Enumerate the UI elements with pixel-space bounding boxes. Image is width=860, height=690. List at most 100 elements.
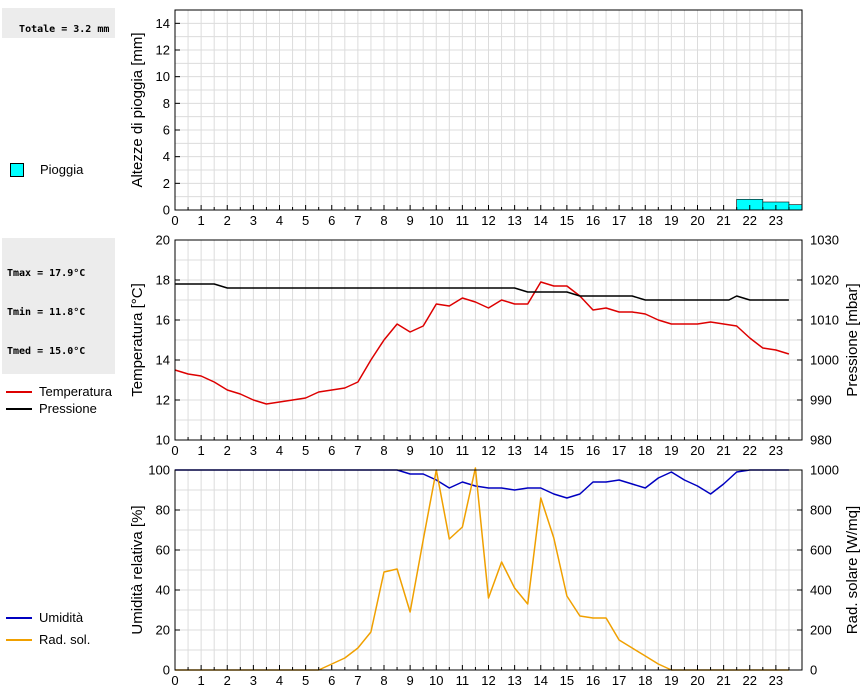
rain-bar bbox=[788, 204, 803, 211]
y-tick-label: 100 bbox=[148, 463, 170, 478]
x-tick-label: 0 bbox=[171, 673, 178, 688]
y2-tick-label: 800 bbox=[810, 503, 832, 518]
x-tick-label: 13 bbox=[507, 213, 521, 228]
tmin-text: Tmin = 11.8°C bbox=[7, 307, 86, 318]
y2-tick-label: 400 bbox=[810, 583, 832, 598]
x-tick-label: 19 bbox=[664, 213, 678, 228]
tmax-text: Tmax = 17.9°C bbox=[7, 268, 86, 279]
x-tick-label: 1 bbox=[198, 213, 205, 228]
y2-tick-label: 1010 bbox=[810, 313, 839, 328]
y2-tick-label: 200 bbox=[810, 623, 832, 638]
y-tick-label: 20 bbox=[156, 233, 170, 248]
y2-axis-label: Rad. solare [W/mq] bbox=[844, 506, 860, 634]
y-tick-label: 10 bbox=[156, 433, 170, 448]
x-tick-label: 7 bbox=[354, 673, 361, 688]
x-tick-label: 4 bbox=[276, 213, 283, 228]
x-tick-label: 1 bbox=[198, 443, 205, 458]
x-tick-label: 16 bbox=[586, 213, 600, 228]
legend-humidity: Umidità bbox=[6, 610, 83, 625]
y-tick-label: 12 bbox=[156, 43, 170, 58]
y-tick-label: 4 bbox=[163, 149, 170, 164]
x-tick-label: 21 bbox=[716, 213, 730, 228]
x-tick-label: 22 bbox=[743, 673, 757, 688]
x-tick-label: 8 bbox=[380, 673, 387, 688]
x-tick-label: 2 bbox=[224, 443, 231, 458]
x-tick-label: 20 bbox=[690, 213, 704, 228]
x-tick-label: 17 bbox=[612, 443, 626, 458]
x-tick-label: 20 bbox=[690, 443, 704, 458]
x-tick-label: 3 bbox=[250, 673, 257, 688]
y-axis-label: Temperatura [°C] bbox=[129, 283, 146, 397]
rain-swatch bbox=[10, 162, 24, 177]
x-tick-label: 9 bbox=[407, 213, 414, 228]
x-tick-label: 21 bbox=[716, 443, 730, 458]
x-tick-label: 23 bbox=[769, 443, 783, 458]
x-tick-label: 23 bbox=[769, 213, 783, 228]
y-tick-label: 40 bbox=[156, 583, 170, 598]
x-tick-label: 5 bbox=[302, 673, 309, 688]
x-tick-label: 10 bbox=[429, 213, 443, 228]
x-tick-label: 0 bbox=[171, 443, 178, 458]
x-tick-label: 11 bbox=[456, 443, 470, 458]
pressure-line-swatch bbox=[6, 407, 32, 410]
y2-tick-label: 980 bbox=[810, 433, 832, 448]
legend-pressure: Pressione bbox=[6, 401, 97, 416]
x-tick-label: 14 bbox=[534, 443, 548, 458]
x-tick-label: 1 bbox=[198, 673, 205, 688]
y-tick-label: 80 bbox=[156, 503, 170, 518]
pressure-line bbox=[175, 283, 789, 301]
x-tick-label: 2 bbox=[224, 213, 231, 228]
y-tick-label: 18 bbox=[156, 273, 170, 288]
y-tick-label: 14 bbox=[156, 16, 170, 31]
x-tick-label: 5 bbox=[302, 213, 309, 228]
x-tick-label: 7 bbox=[354, 443, 361, 458]
temperature-stats-box: Tmax = 17.9°C Tmin = 11.8°C Tmed = 15.0°… bbox=[2, 238, 115, 374]
y2-tick-label: 600 bbox=[810, 543, 832, 558]
y2-axis-label: Pressione [mbar] bbox=[844, 283, 860, 396]
rain-total-box: Totale = 3.2 mm bbox=[2, 8, 115, 38]
radiation-line bbox=[175, 467, 789, 671]
x-tick-label: 7 bbox=[354, 213, 361, 228]
x-tick-label: 9 bbox=[407, 443, 414, 458]
y2-tick-label: 990 bbox=[810, 393, 832, 408]
y-axis-label: Umidità relativa [%] bbox=[129, 505, 146, 634]
humidity-line-swatch bbox=[6, 616, 32, 619]
y2-tick-label: 1020 bbox=[810, 273, 839, 288]
x-tick-label: 20 bbox=[690, 673, 704, 688]
x-tick-label: 0 bbox=[171, 213, 178, 228]
x-tick-label: 12 bbox=[481, 443, 495, 458]
x-tick-label: 11 bbox=[456, 213, 470, 228]
x-tick-label: 15 bbox=[560, 213, 574, 228]
temperature-line-swatch bbox=[6, 390, 32, 393]
x-tick-label: 17 bbox=[612, 673, 626, 688]
x-tick-label: 11 bbox=[456, 673, 470, 688]
x-tick-label: 19 bbox=[664, 673, 678, 688]
x-tick-label: 18 bbox=[638, 443, 652, 458]
x-tick-label: 12 bbox=[481, 213, 495, 228]
x-tick-label: 10 bbox=[429, 443, 443, 458]
y-axis-label: Altezze di pioggia [mm] bbox=[129, 32, 146, 187]
y-tick-label: 6 bbox=[163, 123, 170, 138]
legend-radiation-label: Rad. sol. bbox=[39, 632, 91, 647]
y-tick-label: 0 bbox=[163, 663, 170, 678]
x-tick-label: 12 bbox=[481, 673, 495, 688]
x-tick-label: 23 bbox=[769, 673, 783, 688]
humidity-line bbox=[175, 469, 789, 499]
x-tick-label: 14 bbox=[534, 673, 548, 688]
x-tick-label: 17 bbox=[612, 213, 626, 228]
x-tick-label: 3 bbox=[250, 213, 257, 228]
y2-tick-label: 1000 bbox=[810, 463, 839, 478]
y-tick-label: 20 bbox=[156, 623, 170, 638]
x-tick-label: 22 bbox=[743, 213, 757, 228]
radiation-line-swatch bbox=[6, 638, 32, 641]
x-tick-label: 5 bbox=[302, 443, 309, 458]
x-tick-label: 13 bbox=[507, 443, 521, 458]
temperature-line bbox=[174, 281, 790, 405]
x-tick-label: 18 bbox=[638, 673, 652, 688]
x-tick-label: 15 bbox=[560, 443, 574, 458]
x-tick-label: 16 bbox=[586, 673, 600, 688]
legend-pressure-label: Pressione bbox=[39, 401, 97, 416]
legend-temperature: Temperatura bbox=[6, 384, 112, 399]
x-tick-label: 15 bbox=[560, 673, 574, 688]
